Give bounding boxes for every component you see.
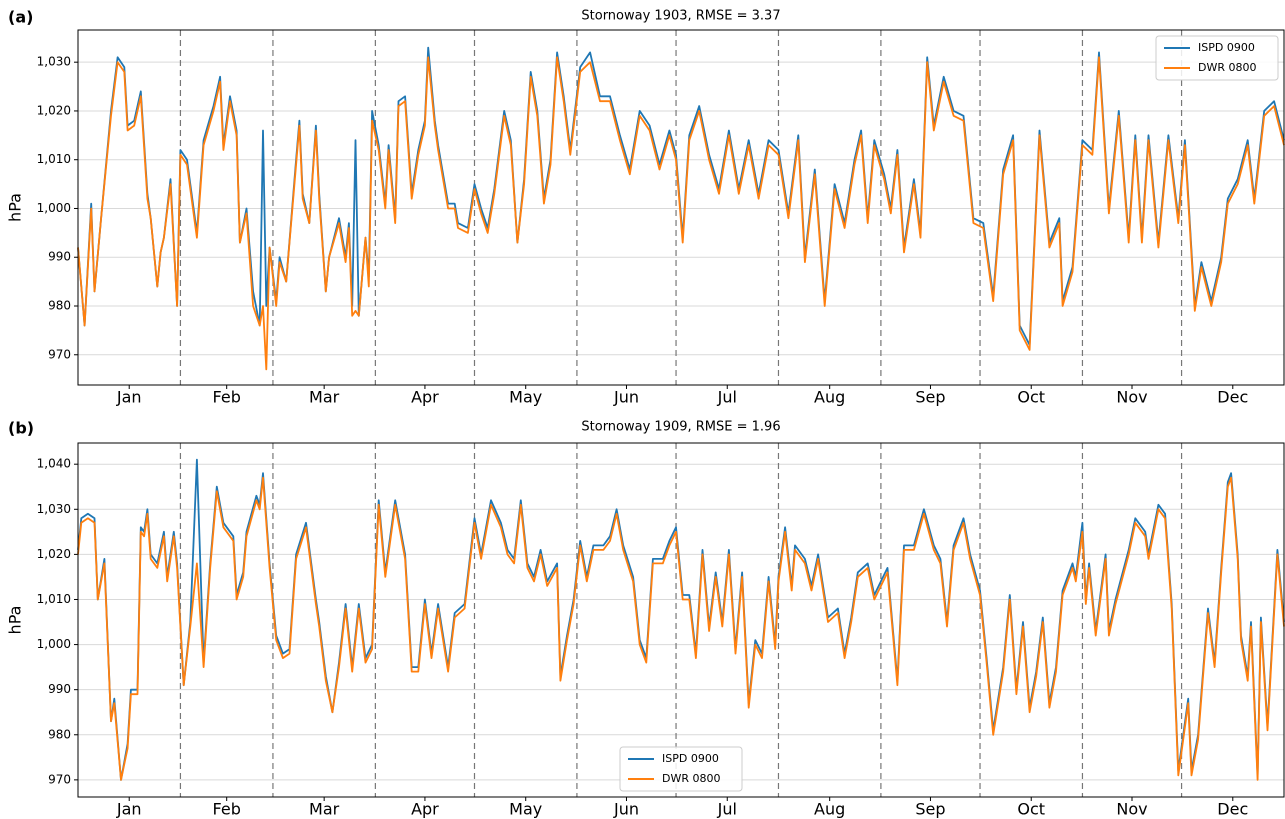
series-line xyxy=(77,56,1285,371)
y-tick-label: 970 xyxy=(48,772,71,786)
y-tick-label: 990 xyxy=(48,682,71,696)
y-tick-label: 1,030 xyxy=(37,55,71,69)
series-line xyxy=(77,46,1285,346)
x-tick-label: Nov xyxy=(1116,388,1147,407)
chart-title: Stornoway 1909, RMSE = 1.96 xyxy=(581,420,780,435)
legend-label: ISPD 0900 xyxy=(1198,41,1255,54)
x-tick-label: Jul xyxy=(717,388,737,407)
legend: ISPD 0900 DWR 0800 xyxy=(619,746,743,792)
y-tick-label: 1,020 xyxy=(37,103,71,117)
x-tick-label: Jul xyxy=(717,800,737,819)
chart-title: Stornoway 1903, RMSE = 3.37 xyxy=(581,9,780,24)
y-axis-label: hPa xyxy=(6,193,25,222)
panel-label: (a) xyxy=(8,8,33,27)
x-tick-label: Mar xyxy=(309,800,340,819)
y-tick-label: 1,020 xyxy=(37,547,71,561)
y-tick-label: 1,040 xyxy=(37,457,71,471)
x-tick-label: Feb xyxy=(213,800,241,819)
series-line xyxy=(77,476,1285,781)
x-tick-label: May xyxy=(509,800,542,819)
y-tick-label: 990 xyxy=(48,250,71,264)
plot-frame xyxy=(77,29,1285,386)
y-tick-label: 970 xyxy=(48,347,71,361)
y-tick-label: 1,000 xyxy=(37,201,71,215)
x-tick-label: Jan xyxy=(116,388,142,407)
x-tick-label: Oct xyxy=(1017,800,1045,819)
x-tick-label: Jun xyxy=(613,388,639,407)
y-tick-label: 980 xyxy=(48,727,71,741)
plot-frame xyxy=(77,442,1285,798)
x-tick-label: Jun xyxy=(613,800,639,819)
x-tick-label: Jan xyxy=(116,800,142,819)
x-tick-label: Nov xyxy=(1116,800,1147,819)
x-tick-label: Oct xyxy=(1017,388,1045,407)
x-tick-label: Apr xyxy=(411,800,439,819)
y-tick-label: 1,010 xyxy=(37,592,71,606)
x-tick-label: Apr xyxy=(411,388,439,407)
legend-label: ISPD 0900 xyxy=(662,752,719,765)
legend-label: DWR 0800 xyxy=(1198,61,1256,74)
x-tick-label: Dec xyxy=(1217,800,1248,819)
y-tick-label: 1,030 xyxy=(37,502,71,516)
y-tick-label: 1,000 xyxy=(37,637,71,651)
x-tick-label: Aug xyxy=(814,800,845,819)
x-tick-label: Sep xyxy=(915,800,945,819)
x-tick-label: Mar xyxy=(309,388,340,407)
x-tick-label: Aug xyxy=(814,388,845,407)
y-tick-label: 980 xyxy=(48,299,71,313)
legend: ISPD 0900 DWR 0800 xyxy=(1155,35,1279,81)
panel-label: (b) xyxy=(8,419,34,438)
x-tick-label: May xyxy=(509,388,542,407)
panel: (b) Stornoway 1909, RMSE = 1.96 hPa 970 980 9… xyxy=(6,419,1285,819)
x-tick-label: Dec xyxy=(1217,388,1248,407)
legend-label: DWR 0800 xyxy=(662,772,720,785)
y-axis-label: hPa xyxy=(6,606,25,635)
x-tick-label: Sep xyxy=(915,388,945,407)
y-tick-label: 1,010 xyxy=(37,152,71,166)
panel: (a) Stornoway 1903, RMSE = 3.37 hPa 970 980 9… xyxy=(6,8,1285,407)
x-tick-label: Feb xyxy=(213,388,241,407)
